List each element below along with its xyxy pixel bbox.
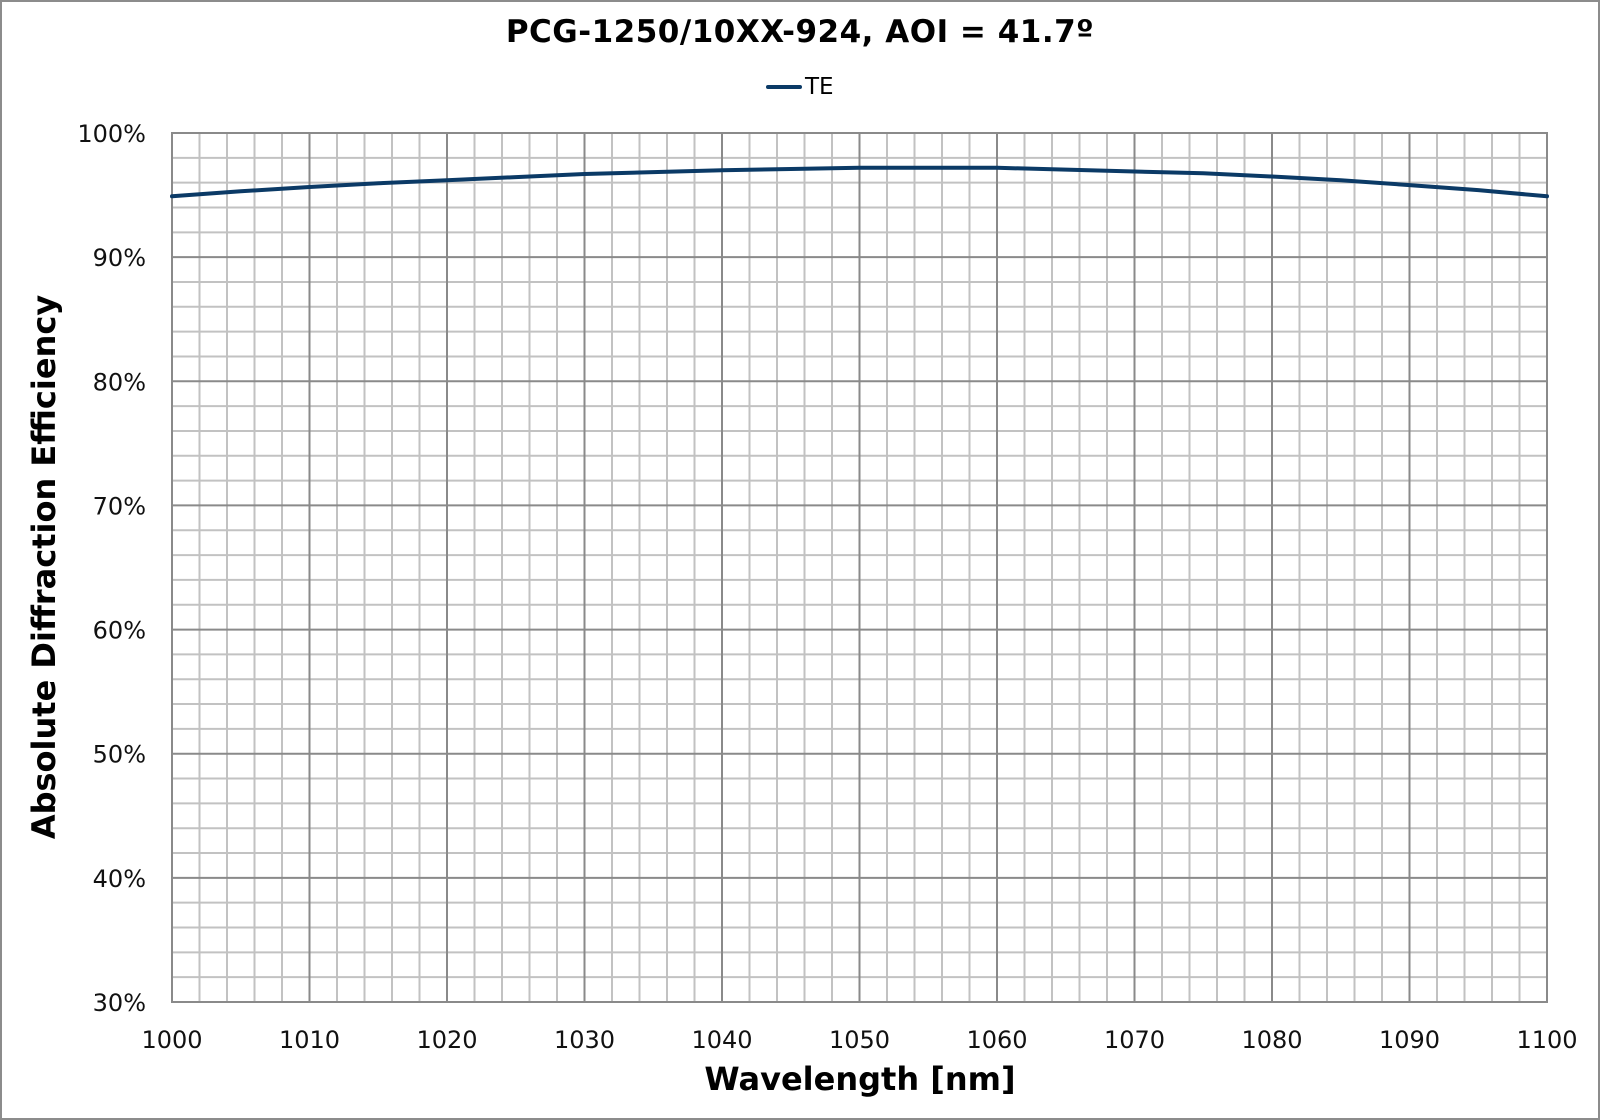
series-lines (170, 165, 1549, 199)
y-tick-label: 80% (93, 368, 146, 396)
y-tick-label: 50% (93, 741, 146, 769)
x-tick-label: 1010 (279, 1026, 340, 1054)
y-tick-label: 100% (77, 120, 146, 148)
major-gridlines (171, 132, 1548, 1003)
x-axis-label: Wavelength [nm] (704, 1060, 1016, 1098)
y-tick-label: 40% (93, 865, 146, 893)
series-line-te (170, 165, 1549, 199)
x-tick-label: 1000 (141, 1026, 202, 1054)
x-tick-label: 1090 (1379, 1026, 1440, 1054)
y-tick-label: 30% (93, 989, 146, 1017)
legend-te-swatch-icon (766, 85, 802, 89)
x-tick-label: 1020 (416, 1026, 477, 1054)
legend-te-label: TE (805, 74, 834, 100)
chart-title: PCG-1250/10XX-924, AOI = 41.7º (505, 14, 1095, 50)
legend: TE (766, 74, 834, 100)
y-axis-label: Absolute Diffraction Efficiency (25, 294, 63, 840)
y-tick-label: 60% (93, 617, 146, 645)
x-tick-label: 1030 (554, 1026, 615, 1054)
y-tick-label: 90% (93, 244, 146, 272)
x-tick-label: 1080 (1241, 1026, 1302, 1054)
x-tick-label: 1060 (966, 1026, 1027, 1054)
x-tick-label: 1070 (1104, 1026, 1165, 1054)
x-tick-label: 1100 (1516, 1026, 1577, 1054)
y-axis-tick-labels: 30% 40% 50% 60% 70% 80% 90% 100% (77, 120, 146, 1017)
x-tick-label: 1050 (829, 1026, 890, 1054)
y-tick-label: 70% (93, 492, 146, 520)
x-tick-label: 1040 (691, 1026, 752, 1054)
x-axis-tick-labels: 1000 1010 1020 1030 1040 1050 1060 1070 1080 1090… (141, 1026, 1577, 1054)
